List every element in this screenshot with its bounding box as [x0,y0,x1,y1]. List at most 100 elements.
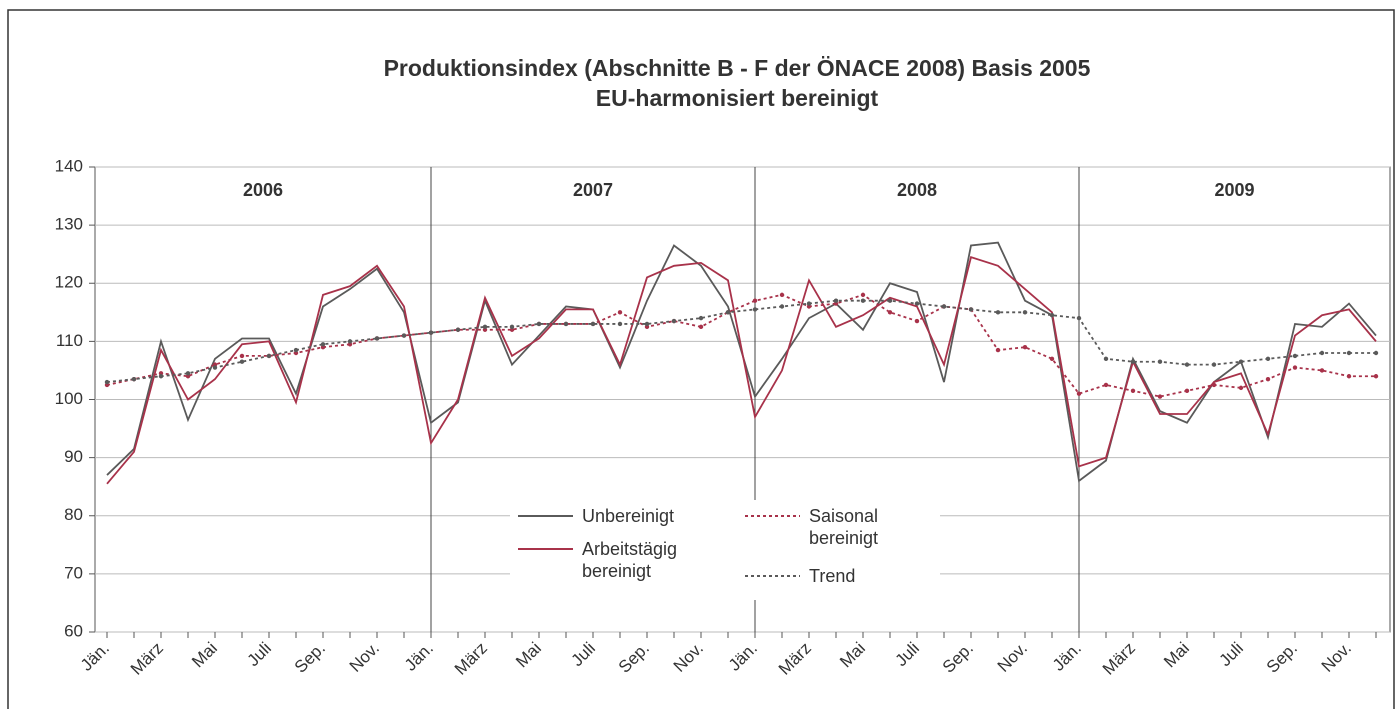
series-point [482,324,488,330]
series-point [725,310,731,315]
series-point [644,321,650,327]
series-point [266,353,272,359]
series-point [374,336,380,341]
year-label: 2007 [573,180,613,200]
x-tick-label: März [451,639,491,679]
x-tick-label: März [775,639,815,679]
series-point [1346,374,1352,379]
x-tick-label: Sep. [939,639,977,677]
series-point [1157,394,1163,399]
series-point [1049,356,1055,362]
series-point [1103,356,1109,362]
y-tick-label: 90 [64,447,83,466]
series-point [860,292,866,298]
x-tick-label: Nov. [346,639,383,676]
series-point [1211,382,1217,388]
series-point [833,298,839,303]
legend-label: Trend [809,566,856,586]
x-tick-label: Nov. [994,639,1031,676]
y-tick-label: 100 [55,389,83,408]
series-line [106,255,1377,485]
series-point [1022,344,1028,350]
series-line [106,293,1376,398]
series-point [1238,359,1244,364]
y-tick-label: 70 [64,563,83,582]
x-tick-label: Juli [1216,639,1247,670]
series-line [106,241,1377,483]
y-tick-label: 110 [56,331,83,350]
series-point [212,365,218,370]
series-point [455,327,461,332]
series-point [320,342,326,347]
series-point [1211,362,1217,367]
series-point [1130,388,1136,393]
series-point [1076,391,1082,396]
series-point [779,304,785,309]
x-tick-label: Juli [568,639,599,670]
series-point [239,353,245,359]
chart-subtitle: EU-harmonisiert bereinigt [596,85,879,111]
series-point [131,376,137,382]
series-point [1292,365,1298,370]
series-point [536,321,542,327]
series-point [887,310,893,315]
series-point [1130,359,1136,364]
series-point [1292,353,1298,359]
series-point [698,315,704,321]
year-label: 2006 [243,180,283,200]
x-tick-label: Jän. [725,639,761,675]
x-tick-label: Sep. [615,639,653,677]
series-point [1184,388,1190,393]
legend-label: Unbereinigt [582,506,675,526]
series-point [806,301,812,306]
series-point [752,307,758,312]
series-point [1319,368,1325,373]
x-tick-label: März [1099,639,1139,679]
series-line [106,299,1376,383]
series-point [185,371,191,376]
x-tick-label: Nov. [670,639,707,676]
series-point [1157,359,1163,364]
y-tick-label: 130 [55,215,83,234]
series-point [968,307,974,312]
x-tick-label: Juli [892,639,923,670]
series-point [1184,362,1190,367]
y-tick-label: 80 [64,505,83,524]
y-tick-label: 140 [55,156,83,175]
chart-title: Produktionsindex (Abschnitte B - F der Ö… [384,55,1091,81]
series-point [914,318,920,324]
x-tick-label: Sep. [1263,639,1301,677]
series-point [914,301,920,306]
y-tick-label: 60 [64,621,83,640]
series-point [941,304,947,309]
series-point [1076,315,1082,321]
x-tick-label: Juli [244,639,275,670]
x-tick-label: Jän. [401,639,437,675]
x-tick-label: März [127,639,167,679]
series-point [104,379,110,385]
legend-label: Arbeitstägig bereinigt [582,539,678,581]
series-point [860,298,866,303]
x-tick-label: Mai [188,639,221,672]
x-tick-label: Nov. [1318,639,1355,676]
series-point [1346,350,1352,356]
x-tick-label: Mai [836,639,869,672]
series-point [347,339,353,344]
year-label: 2008 [897,180,937,200]
series-point [428,330,434,335]
series-point [671,318,677,324]
series-point [752,298,758,303]
series-point [1373,374,1379,379]
series-point [1049,313,1055,318]
series-point [239,359,245,364]
series-point [1238,385,1244,391]
series-point [1373,350,1379,356]
x-tick-label: Mai [512,639,545,672]
x-tick-label: Sep. [291,639,329,677]
series-point [401,333,407,338]
y-tick-label: 120 [55,273,83,292]
series-point [1103,382,1109,388]
series-point [1265,376,1271,382]
series-point [995,310,1001,315]
